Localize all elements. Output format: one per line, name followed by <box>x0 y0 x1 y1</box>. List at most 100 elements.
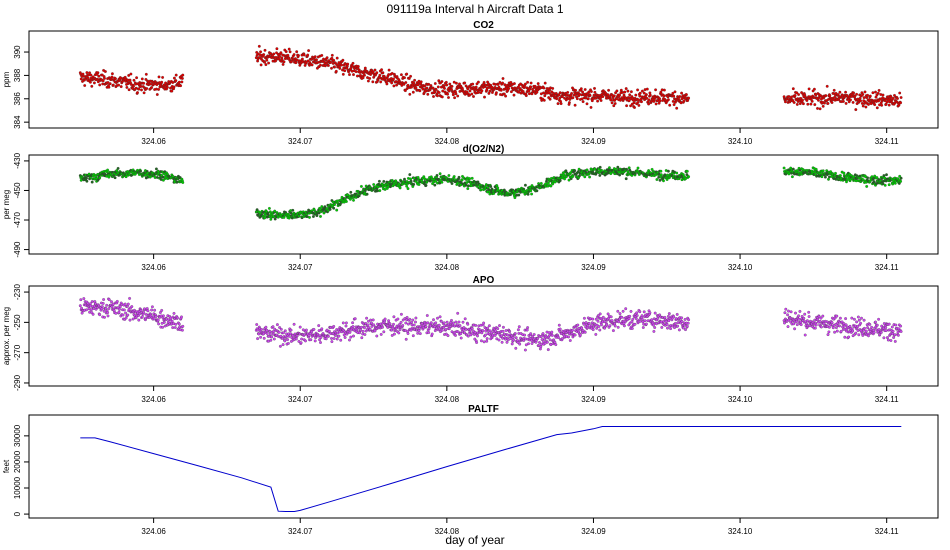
data-point <box>468 89 472 93</box>
data-point <box>624 87 628 91</box>
data-point <box>292 322 296 326</box>
data-point <box>275 323 279 327</box>
data-point <box>98 313 102 317</box>
data-point <box>422 175 426 179</box>
data-point <box>578 333 582 337</box>
data-point <box>523 348 527 352</box>
data-point <box>638 319 642 323</box>
data-point <box>578 174 581 178</box>
data-point <box>844 317 848 321</box>
data-point <box>368 76 372 80</box>
y-tick-label: -230 <box>13 284 22 301</box>
data-point <box>360 336 364 340</box>
data-point <box>160 80 164 84</box>
data-point <box>810 99 814 103</box>
data-point <box>518 342 522 346</box>
data-point <box>645 87 649 91</box>
data-point <box>816 98 820 102</box>
data-point <box>317 324 321 328</box>
data-point <box>891 96 895 100</box>
data-point <box>114 77 117 81</box>
data-point <box>153 308 157 312</box>
data-point <box>893 181 897 185</box>
data-point <box>496 327 500 331</box>
data-point <box>667 312 671 316</box>
data-point <box>354 70 358 74</box>
data-point <box>304 328 308 332</box>
data-point <box>142 311 146 314</box>
data-point <box>399 73 403 77</box>
data-point <box>427 331 431 334</box>
data-point <box>423 84 427 88</box>
data-point <box>161 75 165 79</box>
data-point <box>408 173 412 177</box>
data-point <box>444 327 448 331</box>
y-tick-label: -270 <box>13 344 22 361</box>
data-point <box>427 82 431 86</box>
data-point <box>406 332 410 335</box>
data-point <box>440 180 444 184</box>
data-point <box>542 86 546 90</box>
data-point <box>799 323 803 327</box>
data-point <box>411 90 415 94</box>
data-point <box>662 94 666 98</box>
data-point <box>680 91 684 95</box>
data-point <box>504 329 508 332</box>
data-point <box>835 314 839 318</box>
data-point <box>583 175 587 179</box>
data-point <box>588 175 592 179</box>
data-point <box>652 329 656 333</box>
data-point <box>886 338 890 342</box>
data-point <box>634 317 638 321</box>
data-point <box>454 92 458 96</box>
data-point <box>370 321 373 325</box>
data-point <box>502 92 506 96</box>
data-point <box>682 99 686 103</box>
data-point <box>132 78 136 82</box>
data-point <box>369 73 373 76</box>
data-point <box>457 320 461 324</box>
data-point <box>825 84 829 88</box>
data-point <box>512 82 516 86</box>
data-point <box>589 90 593 93</box>
data-point <box>177 80 181 84</box>
data-point <box>399 320 403 324</box>
data-point <box>793 327 797 331</box>
data-point <box>418 89 422 93</box>
y-tick-label: 384 <box>13 115 22 129</box>
data-point <box>392 77 395 81</box>
data-point <box>100 307 104 311</box>
data-point <box>511 336 515 340</box>
data-point <box>866 326 870 330</box>
panel-title-paltf: PALTF <box>468 404 499 415</box>
data-point <box>575 97 579 101</box>
data-point <box>170 89 174 93</box>
data-point <box>379 332 383 336</box>
y-tick-label: 0 <box>13 511 22 516</box>
data-point <box>438 315 442 319</box>
data-point <box>818 107 822 111</box>
data-point <box>274 59 278 63</box>
data-point <box>106 81 110 84</box>
y-axis-label-o2n2: per meg <box>2 190 11 219</box>
data-point <box>282 60 286 64</box>
data-point <box>474 323 478 327</box>
data-point <box>634 93 638 97</box>
data-point <box>555 97 559 101</box>
data-point <box>363 326 366 330</box>
data-point <box>412 323 416 327</box>
data-point <box>498 80 502 84</box>
data-point <box>545 340 549 344</box>
data-point <box>658 97 662 101</box>
data-point <box>476 334 479 338</box>
data-points-apo <box>78 296 903 352</box>
data-point <box>337 334 341 338</box>
data-point <box>550 90 554 94</box>
data-points-o2n2 <box>78 165 903 221</box>
data-point <box>375 71 379 75</box>
data-point <box>855 320 859 324</box>
data-point <box>268 210 272 214</box>
data-point <box>425 86 429 90</box>
x-tick-label: 324.06 <box>141 527 166 536</box>
